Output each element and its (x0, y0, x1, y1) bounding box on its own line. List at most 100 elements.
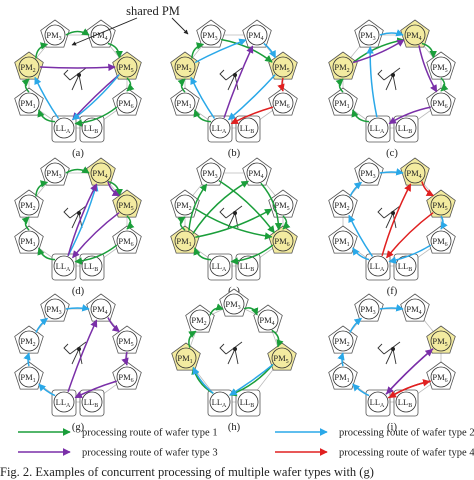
module-pm4 (90, 24, 112, 46)
module-llb (237, 255, 259, 277)
module-pm1 (332, 366, 354, 388)
module-label-pm1: PM1 (20, 372, 35, 384)
route-type1-pm1-to-pm2 (177, 216, 186, 231)
module-label-pm3: PM3 (225, 299, 240, 311)
module-label-pm1: PM1 (334, 236, 349, 248)
route-type1-pm2-to-pm3 (209, 303, 224, 316)
module-pm1 (18, 366, 40, 388)
route-type1-pm1-to-pm2 (188, 330, 197, 348)
module-label-pm4: PM4 (406, 30, 421, 42)
module-label-pm2: PM2 (176, 62, 191, 74)
route-type1-lla-to-pm1 (193, 109, 212, 123)
shared-pm-label: shared PM (126, 4, 180, 18)
shared-pm-pointer-left (71, 17, 138, 46)
module-pm6 (430, 92, 452, 114)
module-pm5 (116, 330, 138, 352)
module-pm2 (174, 56, 196, 78)
route-type2-pm5-to-lla (228, 74, 276, 121)
module-label-pm5: PM5 (118, 200, 133, 212)
route-type2-pm5-to-pm6 (440, 215, 448, 230)
route-type2-pm2-to-pm3 (35, 317, 48, 333)
route-type2-pm3-to-pm4 (379, 168, 404, 176)
route-type4-lla-to-pm4 (381, 183, 412, 257)
shared-pm-pointer-right (171, 17, 189, 35)
module-label-pm3: PM3 (202, 168, 217, 180)
module-pm5 (272, 194, 294, 216)
legend: processing route of wafer type 1 processi… (18, 428, 474, 459)
module-pm5 (272, 56, 294, 78)
route-type2-pm4-to-pm5 (263, 42, 277, 59)
module-lla (53, 255, 75, 277)
legend-label: processing route of wafer type 1 (82, 428, 218, 439)
module-pm2 (18, 194, 40, 216)
route-type4-pm6-to-lla (388, 380, 431, 399)
legend-label: processing route of wafer type 3 (82, 448, 218, 459)
route-type1-pm5-to-pm6 (282, 215, 291, 230)
legend-label: processing route of wafer type 4 (339, 448, 474, 459)
module-label-pm6: PM6 (274, 98, 289, 110)
module-pm5 (430, 194, 452, 216)
module-label-pm3: PM3 (202, 30, 217, 42)
module-label-pm4: PM4 (248, 30, 263, 42)
route-type1-pm1-to-pm2 (21, 216, 30, 231)
panel-label: (d) (72, 286, 85, 297)
panel-label: (g) (72, 422, 85, 433)
module-pm4 (404, 298, 426, 320)
module-label-pm1: PM1 (177, 353, 192, 365)
module-pm2 (189, 309, 211, 331)
route-type1-pm5-to-pm6 (126, 215, 135, 230)
module-label-pm3: PM3 (46, 168, 61, 180)
panel-label: (i) (387, 422, 397, 433)
module-pm4 (246, 24, 268, 46)
route-type4-pm5-to-pm6 (277, 77, 285, 92)
module-pm3 (44, 24, 66, 46)
module-label-pm4: PM4 (92, 168, 107, 180)
module-label-pm4: PM4 (406, 168, 421, 180)
module-label-pm4: PM4 (406, 304, 421, 316)
module-label-pm5: PM5 (118, 336, 133, 348)
module-pm2 (332, 330, 354, 352)
route-type2-pm1-to-pm2 (337, 352, 345, 367)
route-type1-pm1-to-pm2 (335, 78, 344, 93)
chamber-outline (342, 34, 442, 129)
route-type4-pm4-to-pm5 (421, 181, 435, 197)
route-type3-pm6-to-lla (388, 106, 431, 125)
route-type1-pm1-to-pm3 (188, 183, 208, 231)
module-pm5 (116, 194, 138, 216)
module-label-pm5: PM5 (273, 353, 288, 365)
module-pm1 (174, 230, 196, 252)
legend-item-type-2: processing route of wafer type 2 (275, 428, 474, 439)
route-type3-lla-to-pm4 (67, 319, 98, 393)
module-label-pm1: PM1 (334, 98, 349, 110)
route-type1-pm4-to-pm5 (107, 42, 123, 59)
route-type2-pm3-to-pm4 (379, 304, 404, 312)
module-label-pm2: PM2 (334, 336, 349, 348)
route-type2-lla-to-pm2 (190, 76, 216, 119)
module-label-pm3: PM3 (360, 304, 375, 316)
route-type3-pm5-to-lla (386, 348, 434, 395)
module-llb (81, 117, 103, 139)
route-type3-pm4-to-pm6 (418, 45, 438, 93)
module-label-pm2: PM2 (176, 200, 191, 212)
route-type1-pm1-to-pm2 (177, 78, 186, 93)
route-type3-pm5-to-lla (72, 212, 120, 259)
route-type1-pm1-to-pm5 (195, 208, 273, 238)
route-type1-pm4-to-pm5 (271, 329, 284, 348)
route-type1-pm6-to-lla (230, 244, 274, 265)
route-type1-pm2-to-pm3 (191, 42, 205, 59)
route-type1-pm2-to-pm3 (35, 180, 49, 197)
route-type1-pm5-to-pm6 (440, 77, 449, 92)
module-label-pm6: PM6 (118, 236, 133, 248)
module-pm3 (44, 298, 66, 320)
module-lla (209, 117, 231, 139)
route-type2-lla-to-pm1 (192, 366, 214, 394)
module-label-pm2: PM2 (334, 62, 349, 74)
robot-icon (63, 67, 87, 91)
panel-label: (a) (72, 148, 84, 159)
module-label-pm3: PM3 (360, 168, 375, 180)
module-label-pm1: PM1 (20, 236, 35, 248)
